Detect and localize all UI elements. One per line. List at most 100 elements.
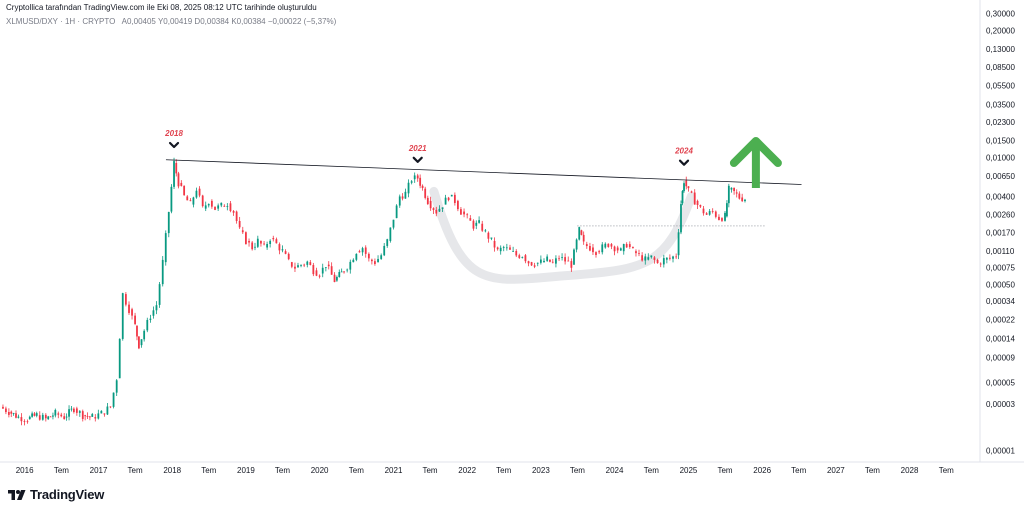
x-tick-label: 2024 bbox=[606, 466, 624, 475]
candle-body bbox=[401, 196, 404, 199]
candle-body bbox=[490, 237, 493, 239]
tradingview-logo[interactable]: TradingView bbox=[8, 487, 104, 502]
candle-body bbox=[432, 208, 435, 210]
candle-body bbox=[702, 208, 705, 214]
candle-body bbox=[327, 264, 330, 267]
ohlc-values: A0,00405 Y0,00419 D0,00384 K0,00384 −0,0… bbox=[121, 17, 337, 26]
candle-body bbox=[81, 411, 84, 419]
y-tick-label: 0,00170 bbox=[986, 229, 1015, 238]
candle-body bbox=[269, 240, 272, 245]
candle-body bbox=[419, 177, 422, 186]
candle-body bbox=[33, 413, 36, 416]
candle-body bbox=[352, 259, 355, 263]
candle-body bbox=[585, 244, 588, 247]
candle-body bbox=[324, 267, 327, 269]
candle-body bbox=[138, 336, 140, 349]
candle-body bbox=[426, 197, 429, 205]
candle-body bbox=[733, 187, 735, 192]
candle-body bbox=[290, 262, 293, 267]
candle-body bbox=[453, 194, 456, 203]
candle-body bbox=[312, 265, 315, 275]
candle-body bbox=[683, 183, 685, 192]
candle-body bbox=[35, 413, 38, 416]
candle-body bbox=[487, 232, 490, 239]
candle-body bbox=[128, 304, 130, 313]
candle-body bbox=[685, 180, 688, 187]
candle-body bbox=[131, 309, 133, 316]
candle-body bbox=[380, 255, 383, 259]
candle-body bbox=[644, 256, 647, 261]
candle-body bbox=[410, 181, 413, 183]
y-tick-label: 0,20000 bbox=[986, 27, 1015, 36]
candle-body bbox=[263, 243, 265, 245]
candle-body bbox=[496, 247, 499, 250]
x-tick-label: Tem bbox=[422, 466, 437, 475]
candle-body bbox=[303, 264, 306, 266]
candle-body bbox=[155, 305, 158, 311]
candle-body bbox=[15, 413, 17, 418]
candle-body bbox=[444, 197, 447, 205]
y-tick-label: 0,00022 bbox=[986, 315, 1015, 324]
candle-body bbox=[598, 251, 601, 253]
candle-body bbox=[578, 227, 581, 240]
candle-body bbox=[260, 240, 262, 244]
candle-body bbox=[499, 247, 502, 252]
candle-body bbox=[699, 204, 702, 207]
candle-body bbox=[604, 243, 607, 248]
x-tick-label: 2020 bbox=[311, 466, 329, 475]
candle-body bbox=[533, 265, 536, 267]
candle-body bbox=[146, 319, 149, 331]
candle-body bbox=[653, 257, 656, 260]
candle-body bbox=[94, 417, 97, 419]
candle-body bbox=[595, 252, 597, 255]
candle-body bbox=[687, 186, 690, 189]
candle-body bbox=[374, 261, 376, 264]
candle-body bbox=[681, 191, 684, 204]
candle-body bbox=[675, 256, 678, 258]
x-tick-label: Tem bbox=[644, 466, 659, 475]
candle-body bbox=[619, 248, 622, 251]
candle-body bbox=[84, 415, 87, 417]
candle-body bbox=[570, 261, 573, 268]
candle-body bbox=[589, 246, 591, 251]
candle-body bbox=[610, 244, 613, 247]
candle-body bbox=[616, 247, 619, 251]
candle-body bbox=[17, 416, 20, 418]
x-tick-label: Tem bbox=[717, 466, 732, 475]
ticker-line: XLMUSD/DXY · 1H · CRYPTO A0,00405 Y0,004… bbox=[6, 17, 336, 26]
candle-body bbox=[741, 197, 744, 202]
candle-body bbox=[149, 318, 152, 320]
candle-body bbox=[558, 258, 560, 260]
candle-body bbox=[109, 406, 112, 408]
candle-body bbox=[407, 182, 410, 194]
x-tick-label: Tem bbox=[349, 466, 364, 475]
annotation-label-2018: 2018 bbox=[164, 129, 183, 138]
candle-body bbox=[78, 411, 81, 413]
y-tick-label: 0,05500 bbox=[986, 81, 1015, 90]
candle-body bbox=[235, 211, 238, 221]
candle-body bbox=[395, 205, 398, 219]
candle-body bbox=[521, 257, 524, 258]
x-tick-label: 2025 bbox=[680, 466, 698, 475]
candle-body bbox=[367, 253, 370, 259]
candle-body bbox=[177, 173, 180, 187]
candle-body bbox=[57, 413, 60, 415]
candle-body bbox=[726, 203, 728, 217]
candle-body bbox=[680, 204, 682, 233]
candle-body bbox=[693, 192, 696, 205]
candle-body bbox=[625, 244, 628, 248]
tradingview-logo-icon bbox=[8, 489, 26, 500]
candle-body bbox=[475, 222, 478, 226]
candle-body bbox=[100, 410, 103, 414]
candle-body bbox=[12, 413, 15, 414]
y-tick-label: 0,08500 bbox=[986, 63, 1015, 72]
candle-body bbox=[696, 200, 699, 205]
annotation-label-2021: 2021 bbox=[408, 144, 427, 153]
x-tick-label: 2016 bbox=[16, 466, 34, 475]
candle-body bbox=[607, 243, 610, 247]
candle-body bbox=[256, 238, 259, 247]
candle-body bbox=[183, 185, 186, 196]
candle-body bbox=[72, 408, 75, 413]
candle-body bbox=[152, 310, 155, 316]
